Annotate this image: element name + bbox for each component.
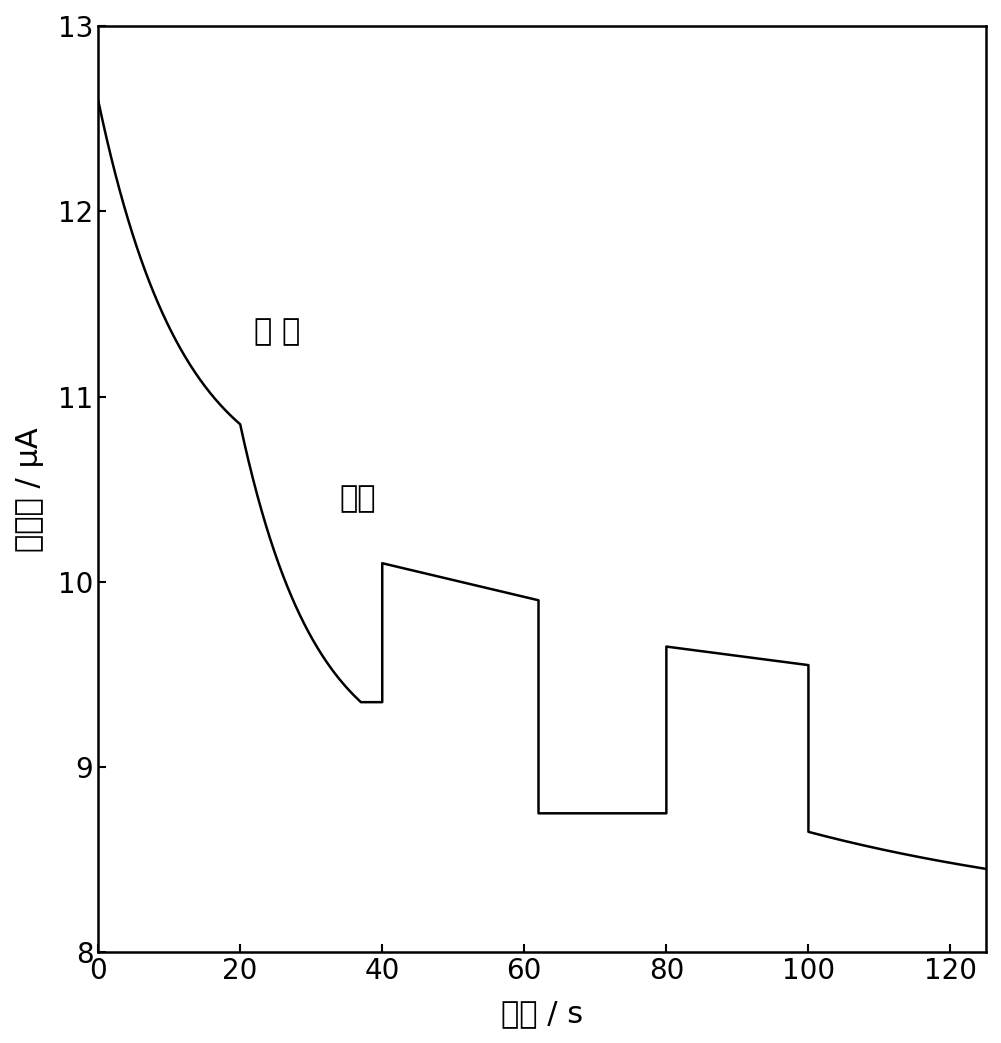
X-axis label: 时间 / s: 时间 / s xyxy=(500,999,584,1028)
Text: 避 光: 避 光 xyxy=(254,317,300,346)
Text: 光照: 光照 xyxy=(339,484,376,513)
Y-axis label: 光电流 / μA: 光电流 / μA xyxy=(15,427,44,552)
